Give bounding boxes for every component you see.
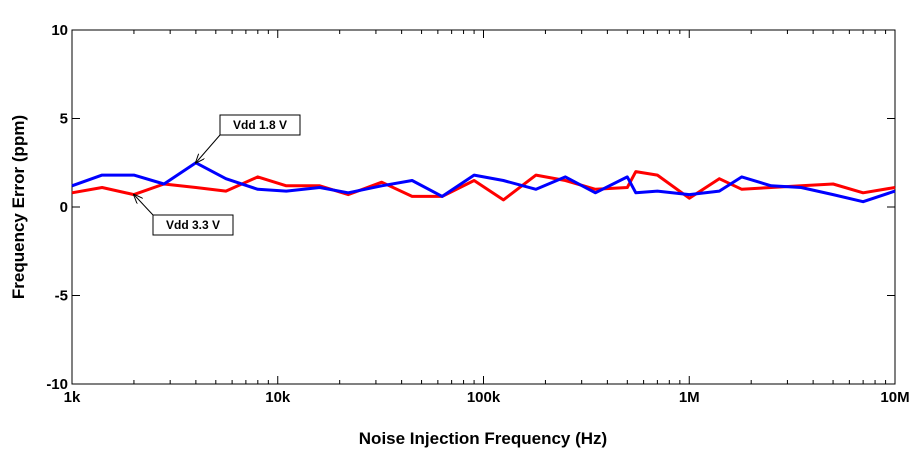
y-tick-label: 0 [60,199,68,216]
series-group [71,161,896,204]
y-tick-label: 5 [60,111,68,128]
series-line-vdd-1-8-v [71,161,896,204]
annotation-arrow [196,134,221,163]
x-tick-label: 10M [880,389,909,406]
annotations-group: Vdd 1.8 V Vdd 3.3 V [134,114,301,236]
plot-area [71,29,896,385]
annotation-box [152,214,234,236]
annotation-arrow [134,195,154,216]
series-line-vdd-3-3-v [71,170,896,202]
annotation: Vdd 3.3 V [134,195,234,236]
y-tick-label: -10 [46,376,68,393]
annotation-label: Vdd 3.3 V [166,218,220,232]
x-tick-label: 100k [467,389,501,406]
x-tick-label: 1k [64,389,81,406]
x-tick-label: 1M [679,389,700,406]
ticks-group [71,29,896,385]
annotation: Vdd 1.8 V [196,114,301,163]
annotation-box [219,114,301,136]
y-tick-label: 10 [51,22,68,39]
y-axis-label: Frequency Error (ppm) [9,115,28,299]
annotation-label: Vdd 1.8 V [233,118,287,132]
y-tick-label: -5 [55,288,68,305]
x-tick-label: 10k [265,389,291,406]
tick-labels-group: 1k 10k 100k 1M 10M 10 5 0 -5 -10 [46,22,909,406]
x-axis-label: Noise Injection Frequency (Hz) [359,429,607,448]
